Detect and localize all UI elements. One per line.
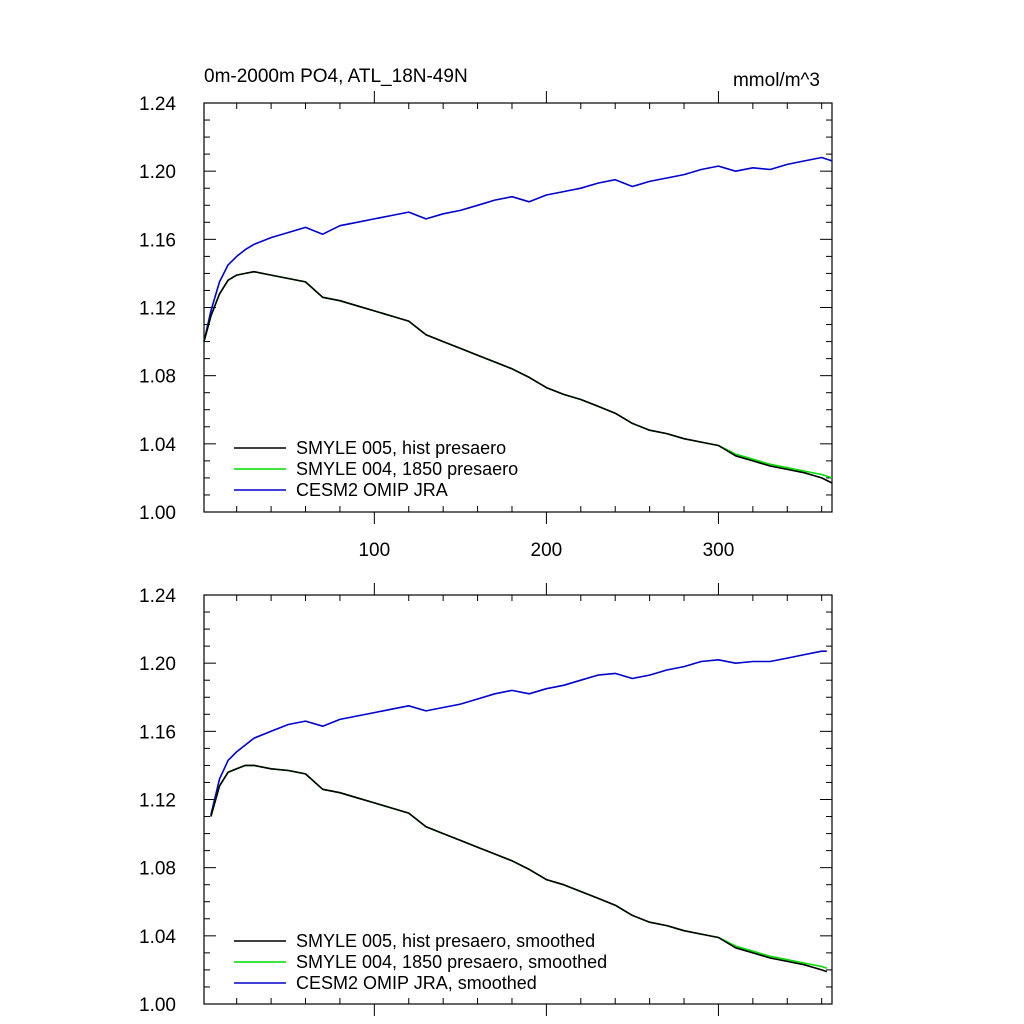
series-line — [210, 650, 827, 815]
series-line — [203, 156, 833, 342]
y-tick-label: 1.00 — [139, 995, 176, 1016]
legend-label: SMYLE 005, hist presaero, smoothed — [296, 931, 595, 951]
y-tick-label: 1.12 — [139, 299, 176, 320]
y-tick-label: 1.16 — [139, 722, 176, 743]
y-tick-label: 1.24 — [139, 94, 176, 115]
y-tick-label: 1.12 — [139, 791, 176, 812]
x-tick-label: 200 — [531, 540, 563, 561]
bottom-panel: 1.00 1.04 1.08 1.12 1.16 1.20 1.24 SMYLE 005, h… — [139, 583, 833, 1016]
series-line — [210, 764, 828, 973]
y-tick-label: 1.00 — [139, 503, 176, 524]
y-tick-label: 1.08 — [139, 859, 176, 880]
y-tick-label: 1.04 — [139, 435, 176, 456]
y-tick-label: 1.20 — [139, 654, 176, 675]
y-tick-label: 1.16 — [139, 230, 176, 251]
legend-label: SMYLE 005, hist presaero — [296, 438, 506, 458]
series-line — [203, 270, 833, 484]
legend-label: CESM2 OMIP JRA — [296, 480, 448, 500]
legend-label: SMYLE 004, 1850 presaero — [296, 459, 518, 479]
x-tick-label: 100 — [358, 540, 390, 561]
units-label: mmol/m^3 — [733, 70, 820, 91]
y-tick-label: 1.04 — [139, 927, 176, 948]
y-tick-label: 1.24 — [139, 586, 176, 607]
y-tick-label: 1.08 — [139, 367, 176, 388]
legend-label: SMYLE 004, 1850 presaero, smoothed — [296, 952, 607, 972]
top-panel: 1.00 1.04 1.08 1.12 1.16 1.20 1.24 100 200 300 SMY… — [139, 91, 833, 561]
y-tick-label: 1.20 — [139, 162, 176, 183]
chart-title: 0m-2000m PO4, ATL_18N-49N — [204, 66, 468, 87]
x-tick-label: 300 — [703, 540, 735, 561]
legend-label: CESM2 OMIP JRA, smoothed — [296, 973, 537, 993]
